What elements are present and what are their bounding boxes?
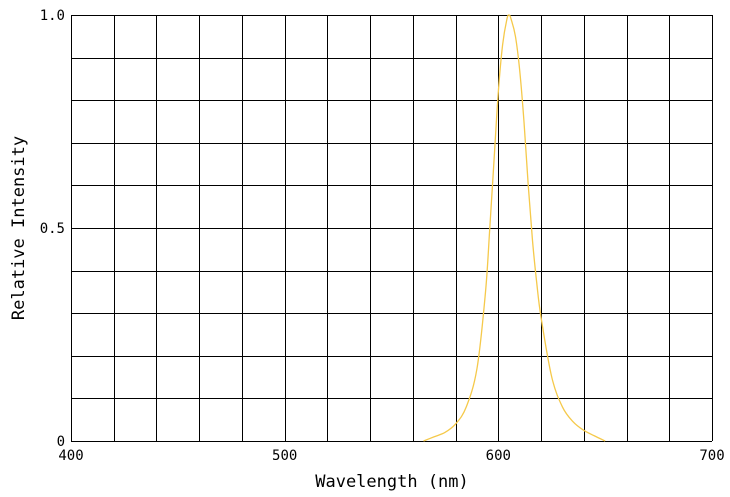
grid	[71, 15, 713, 442]
y-tick-label: 1.0	[40, 8, 65, 24]
spectrum-curve	[423, 14, 606, 442]
y-tick-label: 0.5	[40, 221, 65, 237]
x-axis-label: Wavelength (nm)	[315, 472, 469, 492]
x-tick-label: 400	[58, 448, 83, 464]
x-tick-label: 700	[699, 448, 724, 464]
x-tick-label: 600	[486, 448, 511, 464]
tick-labels: 400 500 600 700 0 0.5 1.0	[40, 8, 725, 464]
x-tick-label: 500	[272, 448, 297, 464]
series-layer	[423, 14, 606, 442]
y-tick-label: 0	[57, 434, 65, 450]
y-axis-label: Relative Intensity	[9, 136, 29, 320]
